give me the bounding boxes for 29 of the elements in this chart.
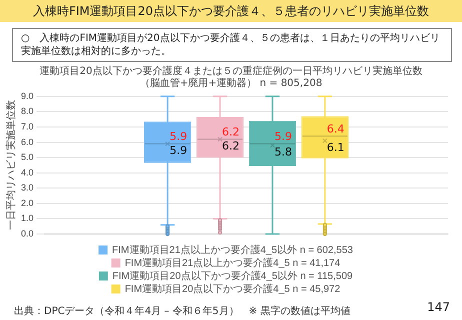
y-tick-label: 8.0 bbox=[20, 106, 34, 116]
chart-title: 入棟時FIM運動項目20点以下かつ要介護４、５患者のリハビリ実施単位数 bbox=[0, 0, 462, 22]
annotation: 6.2 bbox=[222, 126, 240, 139]
y-tick-label: 9.0 bbox=[20, 90, 34, 101]
chart-subtitle: 運動項目20点以下かつ要介護度４または５の重症症例の一日平均リハビリ実施単位数 bbox=[38, 66, 424, 78]
annotation: 5.9 bbox=[170, 130, 188, 144]
y-tick-label: 3.0 bbox=[20, 182, 34, 193]
legend-label: FIM運動項目20点以下かつ要介護4_5 n = 45,972 bbox=[124, 282, 341, 295]
legend-label: FIM運動項目21点以上かつ要介護4_5 n = 41,174 bbox=[124, 256, 341, 269]
y-tick-label: 0.0 bbox=[20, 228, 34, 238]
annotation: 5.9 bbox=[274, 130, 292, 144]
annotation: 5.8 bbox=[274, 146, 292, 159]
y-tick-label: 5.0 bbox=[20, 152, 34, 162]
y-tick-label: 4.0 bbox=[20, 167, 34, 178]
source-note: 出典：DPCデータ（令和４年4月 – 令和６年5月） ※ 黒字の数値は平均値 bbox=[14, 304, 350, 318]
annotation: 6.2 bbox=[222, 140, 240, 153]
annotation: 5.9 bbox=[170, 144, 188, 158]
text: ○ 入棟時のFIM運動項目が20点以下かつ要介護４、５の患者は、１日あたりの平均リハビリ実施単位数は相対的に多かった。 bbox=[12, 28, 452, 62]
y-tick-label: 6.0 bbox=[20, 136, 34, 147]
y-tick-label: 7.0 bbox=[20, 121, 34, 132]
legend-label: FIM運動項目20点以下かつ要介護4_5以外 n = 115,509 bbox=[112, 270, 354, 282]
y-tick-label: 2.0 bbox=[20, 198, 34, 208]
y-axis-title: 一日平均リハビリ実施単位数 bbox=[4, 100, 17, 230]
legend-label: FIM運動項目21点以上かつ要介護4_5以外 n = 602,553 bbox=[112, 244, 354, 256]
annotation: 6.4 bbox=[326, 122, 344, 136]
y-tick-label: 1.0 bbox=[20, 213, 34, 224]
text: （脳血管+廃用+運動器） n = 805,208 bbox=[138, 78, 324, 90]
text: 147 bbox=[427, 300, 450, 314]
annotation: 6.1 bbox=[326, 141, 344, 154]
